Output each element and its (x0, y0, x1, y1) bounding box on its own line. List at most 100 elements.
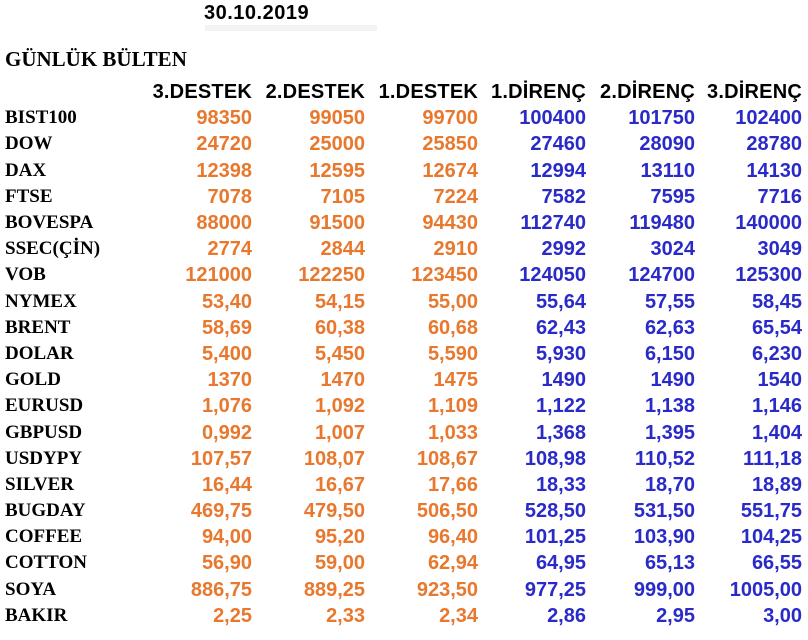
resistance-value: 119480 (629, 212, 695, 235)
instrument-label: DOLAR (5, 342, 74, 364)
support-value: 2910 (433, 238, 479, 261)
resistance-value: 101,25 (524, 526, 586, 549)
instrument-label: GBPUSD (5, 421, 83, 443)
resistance-value: 1540 (757, 369, 803, 392)
instrument-label: EURUSD (5, 395, 84, 417)
resistance-value: 65,13 (644, 552, 695, 575)
column-header-destek: 2.DESTEK (265, 81, 365, 104)
resistance-value: 1,138 (644, 395, 695, 418)
support-value: 1,109 (427, 395, 478, 418)
support-value: 122250 (298, 264, 365, 287)
support-value: 886,75 (190, 578, 252, 601)
support-value: 1,076 (201, 395, 252, 418)
support-value: 59,00 (314, 552, 365, 575)
instrument-label: SSEC(ÇİN) (5, 238, 101, 260)
resistance-value: 1,368 (535, 421, 586, 444)
resistance-value: 6,230 (751, 342, 802, 365)
support-value: 123450 (411, 264, 478, 287)
instrument-label: BUGDAY (5, 500, 86, 522)
support-value: 7224 (433, 185, 479, 208)
instrument-label: BAKIR (5, 604, 68, 626)
resistance-value: 28780 (746, 133, 802, 156)
table-row: SILVER 16,44 16,67 17,66 18,33 18,70 18,89 (0, 472, 802, 498)
support-value: 121000 (185, 264, 252, 287)
resistance-value: 103,90 (633, 526, 695, 549)
resistance-value: 977,25 (524, 578, 586, 601)
table-row: BRENT 58,69 60,38 60,68 62,43 62,63 65,54 (0, 315, 802, 341)
support-value: 53,40 (201, 290, 252, 313)
resistance-value: 140000 (735, 212, 802, 235)
support-value: 16,44 (201, 473, 252, 496)
resistance-value: 2992 (541, 238, 587, 261)
column-header-direnc: 1.DİRENÇ (491, 81, 586, 104)
table-header-row: 3.DESTEK 2.DESTEK 1.DESTEK 1.DİRENÇ 2.DİRENÇ… (0, 79, 802, 105)
resistance-value: 2,95 (656, 604, 695, 627)
table-row: DAX 12398 12595 12674 12994 13110 14130 (0, 158, 802, 184)
table-row: SSEC(ÇİN) 2774 2844 2910 2992 3024 3049 (0, 236, 802, 262)
resistance-value: 28090 (639, 133, 695, 156)
support-value: 24720 (196, 133, 252, 156)
support-value: 2,25 (213, 604, 252, 627)
support-value: 1475 (433, 369, 479, 392)
support-value: 58,69 (201, 316, 252, 339)
support-value: 2774 (207, 238, 253, 261)
resistance-value: 3049 (757, 238, 803, 261)
table-row: FTSE 7078 7105 7224 7582 7595 7716 (0, 184, 802, 210)
resistance-value: 7595 (650, 185, 696, 208)
report-date: 30.10.2019 (204, 2, 310, 24)
support-value: 469,75 (190, 500, 252, 523)
support-value: 25000 (309, 133, 365, 156)
column-header-destek: 3.DESTEK (152, 81, 252, 104)
table-row: COFFEE 94,00 95,20 96,40 101,25 103,90 104,25 (0, 524, 802, 550)
instrument-label: VOB (5, 264, 46, 286)
support-value: 1470 (320, 369, 366, 392)
support-value: 923,50 (416, 578, 478, 601)
resistance-value: 102400 (735, 107, 802, 130)
resistance-value: 27460 (530, 133, 586, 156)
resistance-value: 101750 (628, 107, 695, 130)
table-row: NYMEX 53,40 54,15 55,00 55,64 57,55 58,45 (0, 289, 802, 315)
support-value: 1,033 (427, 421, 478, 444)
support-value: 2,34 (439, 604, 478, 627)
resistance-value: 531,50 (633, 500, 695, 523)
table-row: DOW 24720 25000 25850 27460 28090 28780 (0, 131, 802, 157)
support-value: 12398 (196, 159, 252, 182)
instrument-label: BOVESPA (5, 212, 94, 234)
resistance-value: 1490 (650, 369, 696, 392)
table-row: BAKIR 2,25 2,33 2,34 2,86 2,95 3,00 (0, 603, 802, 629)
instrument-label: DAX (5, 159, 47, 181)
support-value: 12674 (422, 159, 478, 182)
instrument-label: NYMEX (5, 290, 77, 312)
resistance-value: 551,75 (740, 500, 802, 523)
instrument-label: BIST100 (5, 107, 77, 129)
support-value: 1370 (207, 369, 253, 392)
resistance-value: 62,43 (535, 316, 586, 339)
resistance-value: 5,930 (535, 342, 586, 365)
resistance-value: 57,55 (644, 290, 695, 313)
resistance-value: 18,89 (751, 473, 802, 496)
resistance-value: 111,18 (743, 447, 802, 470)
resistance-value: 112740 (520, 212, 586, 235)
resistance-value: 1005,00 (729, 578, 802, 601)
support-value: 889,25 (303, 578, 365, 601)
resistance-value: 1490 (541, 369, 587, 392)
support-value: 1,092 (314, 395, 365, 418)
support-value: 98350 (196, 107, 252, 130)
table-row: GBPUSD 0,992 1,007 1,033 1,368 1,395 1,404 (0, 419, 802, 445)
table-row: EURUSD 1,076 1,092 1,109 1,122 1,138 1,146 (0, 393, 802, 419)
support-value: 91500 (309, 212, 365, 235)
resistance-value: 1,146 (751, 395, 802, 418)
instrument-label: FTSE (5, 185, 53, 207)
support-value: 60,68 (427, 316, 478, 339)
table-row: DOLAR 5,400 5,450 5,590 5,930 6,150 6,230 (0, 341, 802, 367)
resistance-value: 1,395 (644, 421, 695, 444)
resistance-value: 3,00 (763, 604, 802, 627)
table-row: VOB 121000 122250 123450 124050 124700 125300 (0, 262, 802, 288)
support-value: 7078 (207, 185, 253, 208)
instrument-label: GOLD (5, 369, 61, 391)
resistance-value: 65,54 (751, 316, 802, 339)
column-header-direnc: 3.DİRENÇ (707, 81, 802, 104)
resistance-value: 62,63 (644, 316, 695, 339)
support-value: 2,33 (326, 604, 365, 627)
resistance-value: 100400 (519, 107, 586, 130)
